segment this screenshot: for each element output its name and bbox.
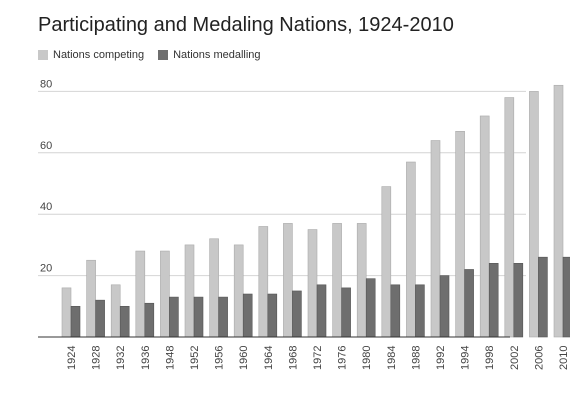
bar-competing-1956 (209, 238, 219, 338)
bar-competing-1972 (307, 229, 318, 338)
x-tick-label-1932: 1932 (115, 346, 127, 370)
x-tick-label-1994: 1994 (460, 346, 472, 370)
bar-medalling-1998 (488, 263, 499, 338)
bar-competing-1984 (381, 186, 392, 338)
y-tick-label-20: 20 (40, 263, 52, 275)
x-tick-label-1984: 1984 (386, 346, 398, 370)
bar-competing-1964 (258, 226, 269, 338)
y-tick-label-60: 60 (40, 140, 52, 152)
legend-swatch-competing (38, 50, 48, 60)
bar-medalling-1994 (464, 269, 474, 338)
bar-competing-1980 (356, 223, 367, 338)
bar-competing-1932 (110, 284, 121, 338)
bar-medalling-1992 (439, 275, 450, 338)
x-tick-label-1956: 1956 (214, 346, 226, 370)
bar-medalling-1956 (218, 296, 228, 338)
x-tick-label-1968: 1968 (287, 346, 299, 370)
bar-competing-1924 (61, 287, 72, 338)
legend-item-medalling: Nations medalling (158, 49, 261, 61)
bar-medalling-2002 (513, 263, 524, 338)
bar-competing-1928 (86, 259, 96, 338)
x-tick-label-1952: 1952 (189, 346, 201, 370)
bar-medalling-1928 (95, 299, 105, 338)
x-tick-label-1998: 1998 (484, 346, 496, 370)
x-tick-label-1964: 1964 (263, 346, 275, 370)
x-tick-label-1936: 1936 (140, 346, 152, 370)
bar-medalling-1968 (292, 290, 302, 338)
bar-competing-2006 (529, 91, 539, 338)
x-tick-label-1948: 1948 (164, 346, 176, 370)
bar-competing-1948 (160, 250, 170, 338)
y-tick-label-40: 40 (40, 201, 52, 213)
x-tick-label-2002: 2002 (509, 346, 521, 370)
bar-medalling-1964 (267, 293, 278, 338)
bar-medalling-1952 (193, 296, 204, 338)
bar-medalling-1984 (390, 284, 401, 338)
bar-competing-1992 (430, 140, 441, 338)
bar-medalling-1976 (341, 287, 351, 338)
bar-medalling-1972 (316, 284, 327, 338)
bar-medalling-1932 (119, 305, 130, 338)
legend: Nations competing Nations medalling (38, 49, 275, 61)
legend-label-competing: Nations competing (53, 49, 145, 61)
legend-label-medalling: Nations medalling (173, 49, 261, 61)
bar-competing-2002 (504, 97, 515, 338)
x-tick-label-1988: 1988 (410, 346, 422, 370)
bar-competing-1968 (283, 223, 293, 338)
x-tick-label-1928: 1928 (91, 346, 103, 370)
legend-swatch-medalling (158, 50, 169, 60)
bar-competing-1952 (184, 244, 195, 338)
bar-medalling-1936 (144, 302, 155, 338)
bar-medalling-1960 (242, 293, 253, 338)
x-tick-label-1980: 1980 (361, 346, 373, 370)
bar-medalling-2010 (562, 256, 570, 338)
bar-medalling-1988 (415, 284, 425, 338)
x-tick-label-1960: 1960 (238, 346, 250, 370)
bar-competing-2010 (553, 84, 564, 338)
bar-competing-1960 (233, 244, 244, 338)
x-tick-label-2006: 2006 (533, 346, 545, 370)
x-tick-label-1976: 1976 (337, 346, 349, 370)
bar-competing-1988 (406, 161, 416, 338)
bar-competing-1976 (332, 223, 342, 338)
x-tick-label-2010: 2010 (558, 346, 570, 370)
legend-item-competing: Nations competing (38, 49, 144, 61)
bar-competing-1994 (455, 131, 465, 338)
bar-medalling-2006 (538, 256, 548, 338)
x-tick-label-1924: 1924 (66, 346, 78, 370)
bar-medalling-1924 (70, 305, 81, 338)
bar-medalling-1980 (365, 278, 376, 338)
x-tick-label-1972: 1972 (312, 346, 324, 370)
bar-competing-1998 (479, 115, 490, 338)
y-tick-label-80: 80 (40, 78, 52, 90)
x-tick-label-1992: 1992 (435, 346, 447, 370)
bar-medalling-1948 (169, 296, 179, 338)
chart-title: Participating and Medaling Nations, 1924… (38, 14, 454, 36)
bar-competing-1936 (135, 250, 146, 338)
